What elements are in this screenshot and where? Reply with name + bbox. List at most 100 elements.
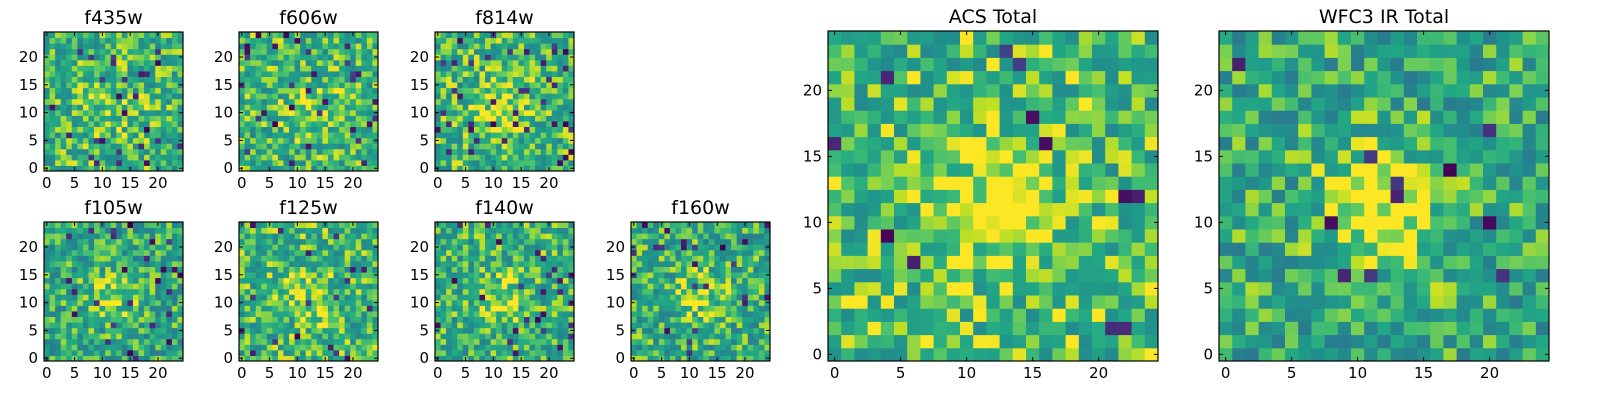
heatmap-cell <box>451 294 458 301</box>
heatmap-cell <box>540 277 547 284</box>
heatmap-cell <box>333 159 340 166</box>
heatmap-cell <box>1092 176 1106 190</box>
heatmap-cell <box>468 165 475 172</box>
heatmap-cell <box>250 98 257 105</box>
heatmap-cell <box>758 277 765 284</box>
heatmap-cell <box>305 82 312 89</box>
heatmap-cell <box>77 70 84 77</box>
heatmap-cell <box>669 272 676 279</box>
heatmap-cell <box>708 272 715 279</box>
heatmap-cell <box>283 238 290 245</box>
heatmap-cell <box>736 327 743 334</box>
heatmap-cell <box>562 48 569 55</box>
heatmap-cell <box>479 126 486 133</box>
heatmap-cell <box>55 70 62 77</box>
heatmap-cell <box>546 154 553 161</box>
heatmap-cell <box>496 115 503 122</box>
heatmap-cell <box>239 76 246 83</box>
heatmap-cell <box>99 93 106 100</box>
heatmap-cell <box>66 87 73 94</box>
heatmap-cell <box>496 238 503 245</box>
heatmap-cell <box>758 327 765 334</box>
heatmap-cell <box>658 227 665 234</box>
heatmap-cell <box>686 288 693 295</box>
heatmap-cell <box>294 272 301 279</box>
heatmap-cell <box>277 54 284 61</box>
heatmap-cell <box>485 222 492 229</box>
heatmap-cell <box>664 344 671 351</box>
heatmap-cell <box>250 148 257 155</box>
x-tick-label: 15 <box>512 174 531 192</box>
heatmap-cell <box>523 137 531 144</box>
heatmap-cell <box>764 349 771 356</box>
heatmap-cell <box>731 294 738 301</box>
heatmap-cell <box>372 115 379 122</box>
heatmap-cell <box>485 104 492 111</box>
heatmap-cell <box>512 98 519 105</box>
heatmap-cell <box>496 59 503 66</box>
heatmap-cell <box>462 76 469 83</box>
heatmap-cell <box>753 227 760 234</box>
heatmap-cell <box>144 260 151 267</box>
heatmap-cell <box>507 48 514 55</box>
heatmap-cell <box>166 233 173 240</box>
heatmap-cell <box>468 349 475 356</box>
heatmap-cell <box>177 349 184 356</box>
heatmap-cell <box>105 65 112 72</box>
heatmap-cell <box>361 277 368 284</box>
heatmap-cell <box>675 327 682 334</box>
heatmap-cell <box>144 338 151 345</box>
heatmap-cell <box>132 255 140 262</box>
heatmap-cell <box>55 244 62 251</box>
heatmap-cell <box>99 65 106 72</box>
heatmap-cell <box>110 355 117 362</box>
heatmap-cell <box>289 266 296 273</box>
heatmap-cell <box>731 283 738 290</box>
heatmap-cell <box>366 148 373 155</box>
heatmap-cell <box>289 43 296 50</box>
heatmap-cell <box>144 333 151 340</box>
heatmap-cell <box>894 202 908 217</box>
heatmap-cell <box>479 115 486 122</box>
heatmap-cell <box>255 349 262 356</box>
heatmap-cell <box>372 316 379 323</box>
heatmap-cell <box>697 299 704 306</box>
heatmap-cell <box>116 165 123 172</box>
heatmap-cell <box>283 76 290 83</box>
heatmap-cell <box>149 70 156 77</box>
heatmap-cell <box>653 283 660 290</box>
heatmap-cell <box>468 305 475 312</box>
heatmap-cell <box>305 338 312 345</box>
heatmap-cell <box>327 227 335 234</box>
heatmap-cell <box>277 305 284 312</box>
heatmap-cell <box>339 322 346 329</box>
heatmap-cell <box>681 288 688 295</box>
heatmap-cell <box>642 288 649 295</box>
heatmap-cell <box>289 59 296 66</box>
heatmap-cell <box>725 338 732 345</box>
heatmap-cell <box>116 70 123 77</box>
heatmap-cell <box>636 255 643 262</box>
heatmap-cell <box>244 272 251 279</box>
heatmap-cell <box>681 310 688 318</box>
heatmap-cell <box>568 266 575 273</box>
heatmap-cell <box>568 316 575 323</box>
y-tick-label: 20 <box>410 238 429 256</box>
heatmap-cell <box>557 288 564 295</box>
heatmap-cell <box>457 344 464 351</box>
heatmap-cell <box>361 338 368 345</box>
heatmap-cell <box>485 120 492 128</box>
heatmap-cell <box>999 176 1014 190</box>
heatmap-cell <box>462 59 469 66</box>
heatmap-cell <box>501 322 508 329</box>
heatmap-cell <box>462 37 469 44</box>
heatmap-cell <box>305 333 312 340</box>
heatmap-cell <box>166 244 173 251</box>
heatmap-cell <box>568 159 575 166</box>
heatmap-cell <box>244 104 251 111</box>
heatmap-cell <box>451 305 458 312</box>
heatmap-cell <box>333 76 340 83</box>
heatmap-cell <box>277 260 284 267</box>
heatmap-cell <box>110 349 117 356</box>
heatmap-cell <box>742 349 749 356</box>
